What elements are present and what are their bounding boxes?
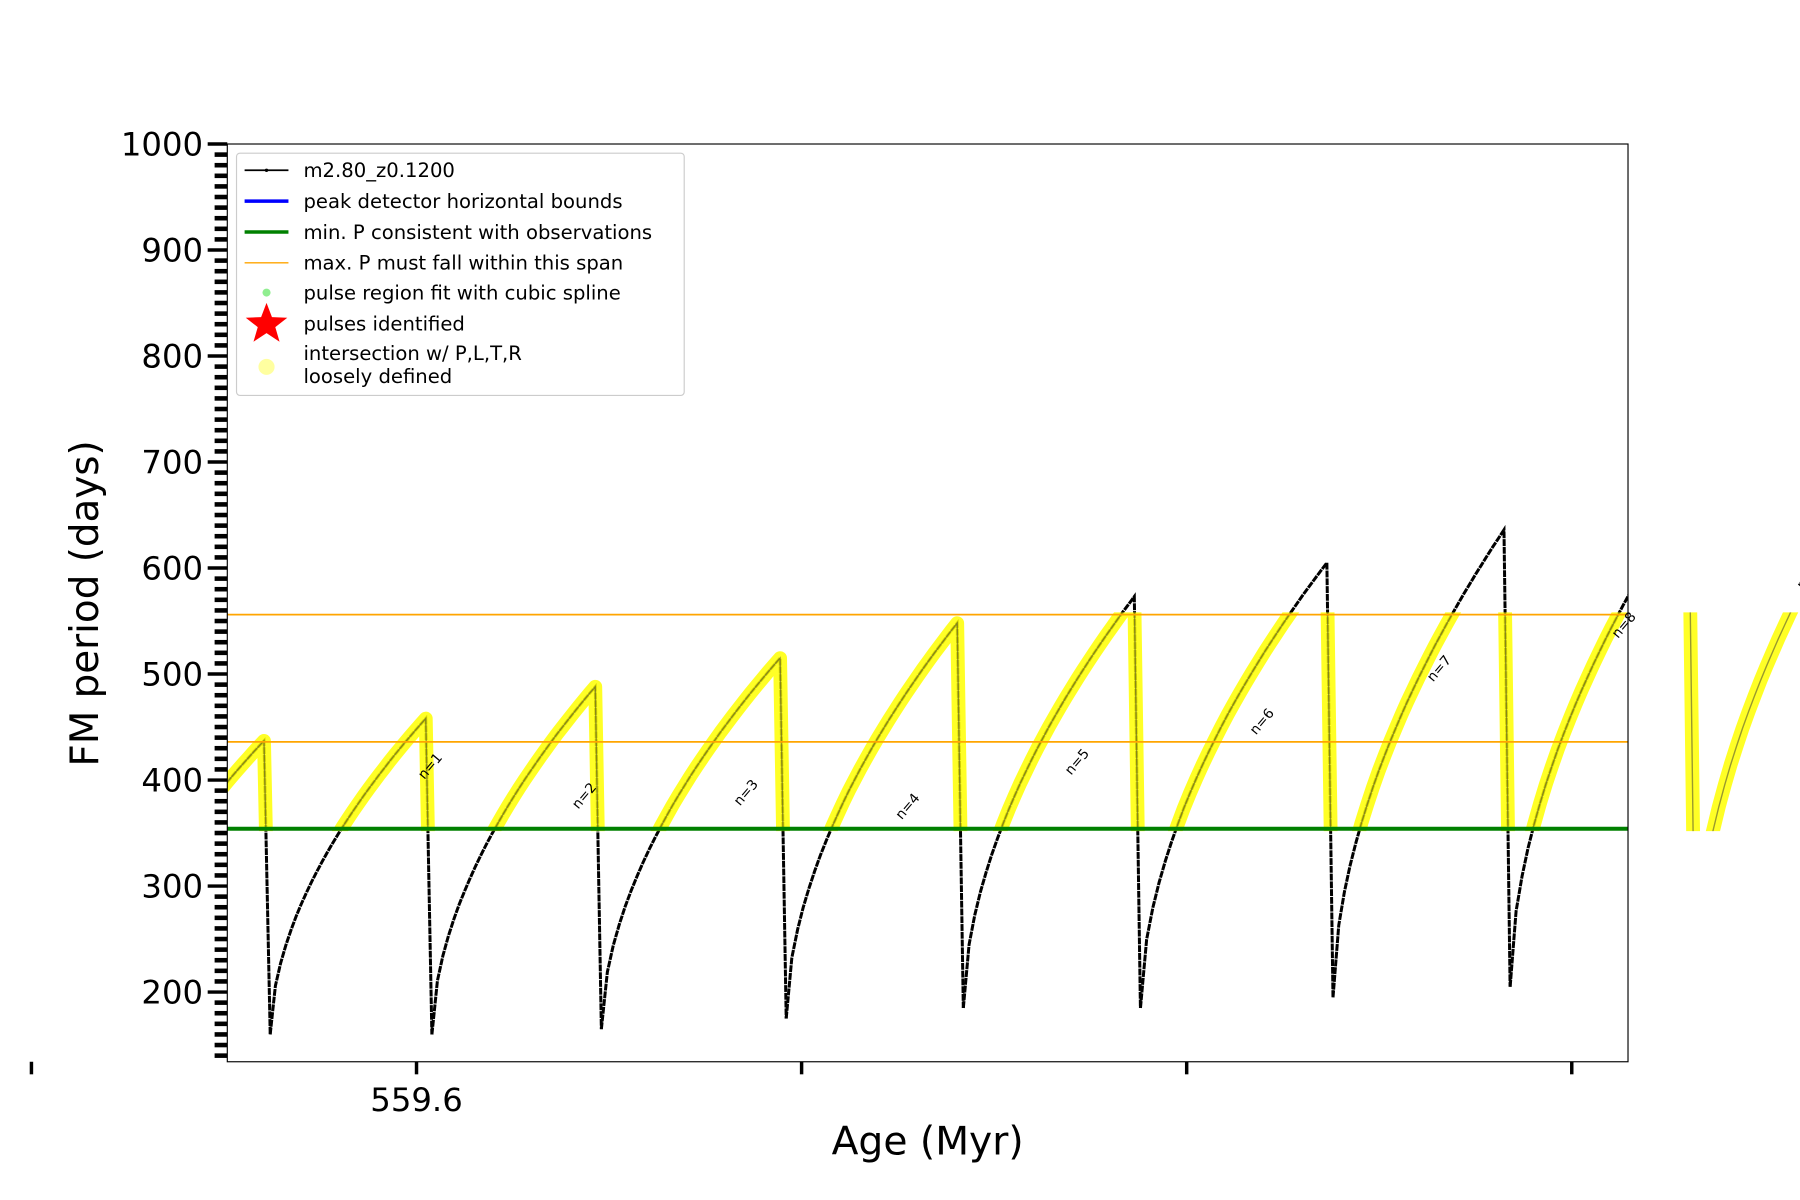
- y-tick-label: 1000: [121, 126, 203, 164]
- legend-star-icon: [245, 302, 288, 342]
- x-tick-label: 559.6: [370, 1081, 462, 1119]
- legend-label-spline: pulse region fit with cubic spline: [303, 282, 620, 305]
- pulse-curve-overlay: [1712, 612, 1792, 832]
- legend-label-model: m2.80_z0.1200: [303, 159, 454, 182]
- legend-label-maxp: max. P must fall within this span: [303, 252, 623, 275]
- intersection-highlight: [1705, 612, 1799, 832]
- legend-swatch-model-marker: [264, 168, 269, 173]
- pulse-curve-overlay: [1531, 612, 1694, 832]
- x-axis-label: Age (Myr): [832, 1119, 1024, 1164]
- pulse-curve-overlay: [657, 656, 784, 832]
- intersection-highlight: [0, 769, 108, 1039]
- legend-label-intersection-1: intersection w/ P,L,T,R: [303, 342, 521, 365]
- pulse-curve-overlay: [999, 612, 1139, 832]
- pulse-curve-overlay: [0, 769, 108, 1039]
- y-tick-label: 500: [141, 656, 203, 694]
- legend-box: [235, 152, 685, 397]
- legend-label-pulses: pulses identified: [303, 312, 464, 335]
- pulse-curve-overlay: [1174, 612, 1332, 832]
- pulse-curve-overlay: [1358, 612, 1509, 832]
- y-tick-label: 600: [141, 550, 203, 588]
- y-tick-label: 200: [141, 974, 203, 1012]
- y-tick-label: 400: [141, 762, 203, 800]
- legend-swatch-spline-dot: [262, 288, 271, 297]
- pulse-curve-overlay: [829, 621, 962, 832]
- legend: m2.80_z0.1200 peak detector horizontal b…: [235, 152, 685, 397]
- y-tick-label: 900: [141, 232, 203, 270]
- y-tick-label: 800: [141, 338, 203, 376]
- pulse-curve: [0, 769, 108, 1039]
- y-axis-label: FM period (days): [63, 440, 108, 766]
- legend-swatch-intersection: [258, 358, 275, 375]
- pulse-curve-overlay: [227, 739, 267, 832]
- y-tick-label: 700: [141, 444, 203, 482]
- plot-frame: [226, 143, 1629, 1063]
- pulse-label: n=9: [1794, 560, 1800, 592]
- y-tick-label: 300: [141, 868, 203, 906]
- legend-label-minp: min. P consistent with observations: [303, 221, 652, 244]
- legend-label-intersection-2: loosely defined: [303, 365, 452, 388]
- pulse-curve-overlay: [492, 684, 599, 832]
- legend-label-bounds: peak detector horizontal bounds: [303, 190, 622, 213]
- pulse-curve-overlay: [339, 716, 429, 832]
